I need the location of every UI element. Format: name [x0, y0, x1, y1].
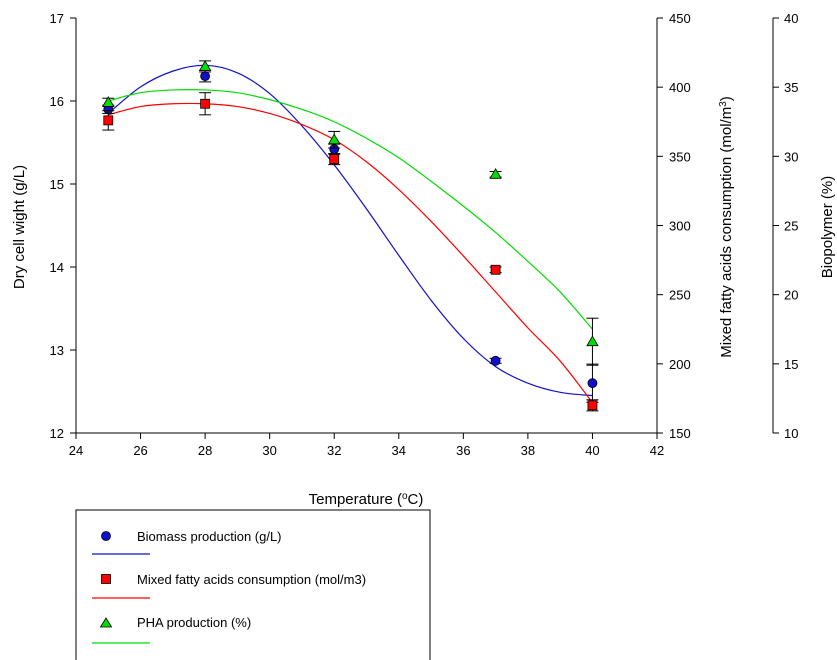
marker-triangle — [586, 335, 599, 347]
marker-square — [329, 154, 340, 165]
y-axis-left-label: Dry cell wight (g/L) — [11, 165, 28, 289]
marker-circle — [200, 71, 211, 81]
y-left-tick-label: 12 — [50, 426, 64, 441]
y-right1-tick-label: 200 — [669, 357, 691, 372]
legend-marker-mixed-fatty-acids — [101, 574, 111, 584]
y-right2-tick-label: 15 — [784, 357, 798, 372]
data-point-mixed-fatty-acids — [199, 92, 212, 116]
marker-square — [200, 98, 211, 109]
y-right2-tick-label: 10 — [784, 426, 798, 441]
marker-square — [490, 264, 501, 275]
x-tick-label: 36 — [456, 443, 470, 458]
y-left-tick-label: 13 — [50, 343, 64, 358]
y-right1-tick-label: 350 — [669, 149, 691, 164]
x-tick-label: 32 — [327, 443, 341, 458]
legend-marker-biomass — [101, 531, 111, 541]
y-right2-tick-label: 30 — [784, 149, 798, 164]
marker-triangle — [102, 96, 115, 107]
y-axis-right2-label: Biopolymer (%) — [819, 176, 836, 279]
data-point-mixed-fatty-acids — [586, 399, 599, 412]
legend: Biomass production (g/L) Mixed fatty aci… — [75, 509, 431, 660]
y-left-tick-label: 17 — [50, 11, 64, 26]
data-point-pha — [102, 96, 115, 108]
fit-line-pha — [108, 88, 593, 330]
y-right1-tick-label: 400 — [669, 80, 691, 95]
marker-circle — [490, 355, 501, 366]
x-tick-label: 34 — [392, 443, 406, 458]
data-points — [102, 60, 599, 412]
marker-square — [587, 400, 598, 411]
y-right2-tick-label: 40 — [784, 11, 798, 26]
y-right1-tick-label: 450 — [669, 11, 691, 26]
marker-triangle — [328, 133, 341, 145]
data-point-biomass — [489, 355, 502, 366]
marker-triangle — [198, 60, 212, 71]
x-tick-label: 26 — [133, 443, 147, 458]
data-point-mixed-fatty-acids — [102, 110, 115, 131]
data-point-mixed-fatty-acids — [489, 264, 502, 275]
data-point-pha — [489, 168, 502, 179]
y-axis-right1-label: Mixed fatty acids consumption (mol/m3) — [718, 96, 736, 357]
legend-label-pha: PHA production (%) — [137, 615, 251, 630]
x-tick-label: 30 — [262, 443, 276, 458]
x-tick-label: 24 — [69, 443, 83, 458]
y-right2-tick-label: 25 — [784, 219, 798, 234]
y-right2-tick-label: 20 — [784, 288, 798, 303]
y-left-tick-label: 16 — [50, 94, 64, 109]
y-left-tick-label: 14 — [50, 260, 64, 275]
data-point-pha — [586, 317, 599, 366]
fit-curves — [107, 64, 593, 403]
legend-label-mixed-fatty-acids: Mixed fatty acids consumption (mol/m3) — [137, 572, 366, 587]
x-axis-label: Temperature (oC) — [309, 491, 424, 509]
legend-marker-pha — [99, 617, 113, 628]
marker-circle — [587, 378, 598, 389]
legend-frame — [75, 509, 431, 660]
fit-line-mixed-fatty-acids — [108, 102, 593, 403]
y-right1-tick-label: 300 — [669, 219, 691, 234]
x-tick-label: 28 — [198, 443, 212, 458]
axes: 24 26 28 30 32 34 36 38 40 42 12 13 14 15 16 17 150 200 25… — [50, 11, 799, 458]
y-right2-tick-label: 35 — [784, 80, 798, 95]
y-left-tick-label: 15 — [50, 177, 64, 192]
x-tick-label: 42 — [650, 443, 664, 458]
data-point-mixed-fatty-acids — [328, 153, 341, 166]
fit-line-biomass — [107, 64, 593, 397]
marker-triangle — [489, 168, 502, 179]
y-right1-tick-label: 150 — [669, 426, 691, 441]
x-tick-label: 40 — [585, 443, 599, 458]
marker-square — [103, 115, 114, 126]
legend-label-biomass: Biomass production (g/L) — [137, 529, 282, 544]
data-point-pha — [198, 60, 212, 73]
data-point-pha — [328, 130, 341, 149]
x-tick-label: 38 — [521, 443, 535, 458]
y-right1-tick-label: 250 — [669, 288, 691, 303]
